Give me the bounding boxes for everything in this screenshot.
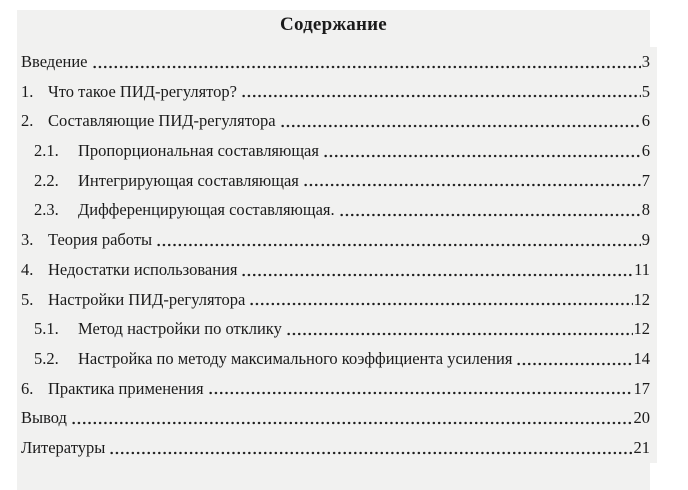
toc-entry[interactable]: 2.3. Дифференцирующая составляющая. 8 bbox=[21, 195, 650, 226]
toc-dot-leader bbox=[337, 195, 641, 226]
toc-entry-page: 6 bbox=[641, 111, 650, 131]
toc-entry-page: 20 bbox=[633, 408, 651, 428]
toc-dot-leader bbox=[108, 432, 633, 463]
toc-entry-number: 5. bbox=[21, 289, 34, 309]
toc-entry-label: Дифференцирующая составляющая. bbox=[78, 200, 335, 220]
toc-entry-page: 9 bbox=[641, 230, 650, 250]
toc-dot-leader bbox=[301, 165, 641, 196]
toc-entry-page: 11 bbox=[634, 259, 650, 279]
toc-entry-label: Практика применения bbox=[48, 378, 204, 398]
toc-entry[interactable]: 5.2. Настройка по методу максимального к… bbox=[21, 343, 651, 374]
toc-entry-label: Метод настройки по отклику bbox=[78, 319, 282, 339]
toc-entry-page: 14 bbox=[633, 348, 651, 368]
toc-entry-page: 6 bbox=[641, 141, 650, 161]
toc-title: Содержание bbox=[280, 14, 387, 35]
toc-entry-label: Недостатки использования bbox=[48, 259, 238, 279]
toc-dot-leader bbox=[240, 76, 641, 107]
toc-entry[interactable]: Вывод 20 bbox=[21, 403, 650, 433]
toc-entry[interactable]: 5.1. Метод настройки по отклику 12 bbox=[21, 314, 650, 344]
toc-entry-number: 5.2. bbox=[34, 348, 59, 368]
toc-dot-leader bbox=[90, 47, 641, 77]
toc-entry-label: Вывод bbox=[21, 408, 67, 428]
toc-dot-leader bbox=[515, 343, 633, 374]
toc-entry-label: Теория работы bbox=[48, 230, 153, 250]
toc-title-block: Содержание bbox=[17, 10, 650, 47]
toc-entry-label: Настройка по методу максимального коэффи… bbox=[78, 348, 513, 368]
toc-entry-page: 21 bbox=[633, 437, 651, 457]
toc-entry-page: 7 bbox=[641, 170, 650, 190]
toc-dot-leader bbox=[248, 284, 633, 315]
toc-entry-label: Введение bbox=[21, 52, 88, 71]
toc-entry-page: 8 bbox=[641, 200, 650, 220]
toc-dot-leader bbox=[206, 373, 633, 404]
toc-trailing-block bbox=[17, 463, 650, 490]
toc-entry-label: Настройки ПИД-регулятора bbox=[48, 289, 246, 309]
toc-entry[interactable]: 3. Теория работы 9 bbox=[21, 225, 650, 255]
toc-entry[interactable]: 2.1. Пропорциональная составляющая 6 bbox=[21, 136, 650, 166]
toc-entry-number: 2.1. bbox=[34, 141, 59, 161]
toc-entry-number: 3. bbox=[21, 230, 34, 250]
toc-entry-label: Составляющие ПИД-регулятора bbox=[48, 111, 276, 131]
toc-entry-page: 12 bbox=[633, 319, 651, 339]
toc-entry-number: 2.3. bbox=[34, 200, 59, 220]
toc-rows: Введение 3 1. Что такое ПИД-регулятор? 5… bbox=[17, 47, 657, 463]
toc-entry[interactable]: 4. Недостатки использования 11 bbox=[21, 254, 650, 285]
toc-entry-page: 17 bbox=[633, 378, 651, 398]
toc-entry[interactable]: 5. Настройки ПИД-регулятора 12 bbox=[21, 284, 651, 315]
toc-entry-number: 1. bbox=[21, 81, 34, 101]
toc-dot-leader bbox=[284, 314, 633, 344]
toc-entry[interactable]: 1. Что такое ПИД-регулятор? 5 bbox=[21, 76, 650, 107]
toc-entry[interactable]: Введение 3 bbox=[21, 47, 650, 77]
toc-dot-leader bbox=[155, 225, 641, 255]
toc-dot-leader bbox=[240, 254, 634, 285]
toc-entry-label: Интегрирующая составляющая bbox=[78, 170, 299, 190]
toc-entry-label: Что такое ПИД-регулятор? bbox=[48, 81, 237, 101]
toc-entry-page: 12 bbox=[633, 289, 651, 309]
toc-entry-number: 2. bbox=[21, 111, 34, 131]
toc-entry[interactable]: 2. Составляющие ПИД-регулятора 6 bbox=[21, 106, 650, 137]
toc-entry-number: 2.2. bbox=[34, 170, 59, 190]
toc-field: Введение 3 1. Что такое ПИД-регулятор? 5… bbox=[17, 47, 657, 463]
toc-entry[interactable]: 6. Практика применения 17 bbox=[21, 373, 651, 404]
toc-entry-number: 5.1. bbox=[34, 319, 59, 339]
toc-dot-leader bbox=[278, 106, 641, 137]
toc-entry-number: 4. bbox=[21, 259, 34, 279]
toc-entry-label: Пропорциональная составляющая bbox=[78, 141, 319, 161]
toc-entry-number: 6. bbox=[21, 378, 34, 398]
toc-entry[interactable]: 2.2. Интегрирующая составляющая 7 bbox=[21, 165, 650, 196]
toc-dot-leader bbox=[69, 403, 633, 433]
toc-entry-page: 3 bbox=[641, 52, 650, 71]
toc-entry-label: Литературы bbox=[21, 437, 106, 457]
toc-dot-leader bbox=[321, 136, 641, 166]
toc-entry-page: 5 bbox=[641, 81, 650, 101]
toc-entry[interactable]: Литературы 21 bbox=[21, 432, 651, 463]
